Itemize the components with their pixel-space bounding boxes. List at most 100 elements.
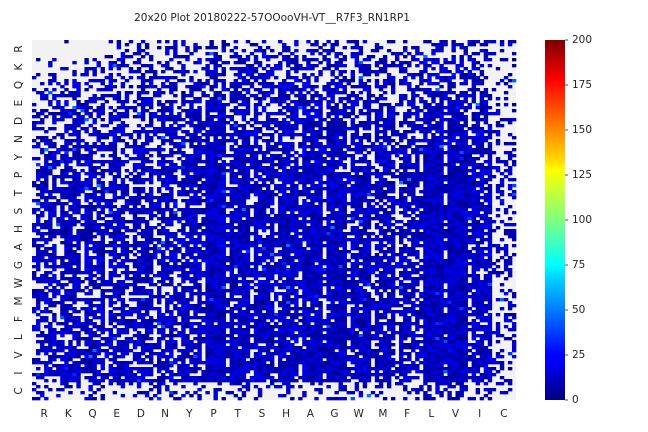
heatmap-cell xyxy=(173,205,178,209)
heatmap-cell xyxy=(249,130,255,134)
heatmap-cell xyxy=(161,208,166,212)
heatmap-cell xyxy=(346,97,351,101)
heatmap-cell xyxy=(407,52,412,56)
heatmap-cell xyxy=(88,148,93,152)
heatmap-cell xyxy=(298,64,303,68)
heatmap-cell xyxy=(374,208,380,212)
heatmap-cell xyxy=(209,40,214,44)
heatmap-cell xyxy=(487,94,493,98)
heatmap-cell xyxy=(140,145,146,149)
heatmap-cell xyxy=(495,157,501,161)
heatmap-cell xyxy=(330,193,335,197)
heatmap-cell xyxy=(88,205,93,209)
heatmap-cell xyxy=(148,232,154,236)
heatmap-cell xyxy=(52,136,57,140)
heatmap-cell xyxy=(173,181,178,185)
heatmap-cell xyxy=(56,223,61,227)
heatmap-cell xyxy=(423,64,428,68)
heatmap-cell xyxy=(427,112,432,116)
heatmap-cell xyxy=(378,190,384,194)
heatmap-cell xyxy=(358,151,364,155)
heatmap-cell xyxy=(382,133,388,137)
heatmap-cell xyxy=(423,178,428,182)
heatmap-cell xyxy=(88,208,93,212)
heatmap-cell xyxy=(209,76,214,80)
heatmap-cell xyxy=(366,88,372,92)
heatmap-cell xyxy=(197,109,202,113)
heatmap-cell xyxy=(342,115,347,119)
heatmap-cell xyxy=(374,151,380,155)
heatmap-cell xyxy=(44,88,49,92)
heatmap-cell xyxy=(366,199,372,203)
heatmap-cell xyxy=(310,148,315,152)
heatmap-cell xyxy=(463,82,468,86)
heatmap-cell xyxy=(116,232,122,236)
heatmap-cell xyxy=(249,82,255,86)
heatmap-cell xyxy=(338,229,343,233)
heatmap-cell xyxy=(395,55,400,59)
heatmap-cell xyxy=(447,124,452,128)
heatmap-cell xyxy=(310,73,315,77)
heatmap-cell xyxy=(269,148,275,152)
heatmap-cell xyxy=(447,223,452,227)
heatmap-cell xyxy=(318,61,323,65)
heatmap-cell xyxy=(310,196,315,200)
heatmap-cell xyxy=(467,235,472,239)
heatmap-cell xyxy=(40,190,45,194)
heatmap-cell xyxy=(407,214,412,218)
heatmap-cell xyxy=(278,226,283,230)
heatmap-cell xyxy=(269,229,275,233)
heatmap-cell xyxy=(165,223,170,227)
heatmap-cell xyxy=(120,103,126,107)
heatmap-cell xyxy=(185,166,190,170)
heatmap-cell xyxy=(169,178,174,182)
heatmap-cell xyxy=(435,136,440,140)
heatmap-cell xyxy=(487,154,493,158)
heatmap-cell xyxy=(290,208,295,212)
heatmap-cell xyxy=(197,226,202,230)
heatmap-cell xyxy=(48,139,53,143)
heatmap-cell xyxy=(431,232,436,236)
heatmap-cell xyxy=(330,205,335,209)
heatmap-cell xyxy=(503,151,509,155)
heatmap-cell xyxy=(213,94,218,98)
heatmap-cell xyxy=(120,106,126,110)
heatmap-cell xyxy=(390,172,396,176)
heatmap-cell xyxy=(447,112,452,116)
heatmap-cell xyxy=(471,166,477,170)
heatmap-cell xyxy=(511,163,517,167)
heatmap-cell xyxy=(306,190,311,194)
heatmap-cell xyxy=(463,67,468,71)
heatmap-cell xyxy=(153,133,158,137)
heatmap-cell xyxy=(229,136,235,140)
heatmap-cell xyxy=(382,169,388,173)
heatmap-cell xyxy=(144,157,150,161)
heatmap-cell xyxy=(80,238,85,242)
heatmap-cell xyxy=(64,232,69,236)
heatmap-cell xyxy=(427,163,432,167)
heatmap-cell xyxy=(282,232,287,236)
heatmap-cell xyxy=(265,151,271,155)
heatmap-cell xyxy=(44,136,49,140)
heatmap-cell xyxy=(346,40,351,44)
heatmap-cell xyxy=(443,61,448,65)
heatmap-cell xyxy=(237,196,243,200)
heatmap-cell xyxy=(314,100,319,104)
heatmap-cell xyxy=(294,40,299,44)
heatmap-cell xyxy=(411,217,416,221)
heatmap-cell xyxy=(350,103,356,107)
heatmap-cell xyxy=(80,181,85,185)
heatmap-cell xyxy=(201,85,206,89)
heatmap-cell xyxy=(342,91,347,95)
heatmap-cell xyxy=(120,112,126,116)
heatmap-cell xyxy=(306,76,311,80)
heatmap-cell xyxy=(471,139,477,143)
heatmap-cell xyxy=(40,166,45,170)
heatmap-cell xyxy=(205,181,210,185)
heatmap-cell xyxy=(411,223,416,227)
heatmap-cell xyxy=(358,145,364,149)
heatmap-cell xyxy=(378,88,384,92)
heatmap-cell xyxy=(330,82,335,86)
heatmap-cell xyxy=(455,106,460,110)
heatmap-cell xyxy=(116,112,122,116)
